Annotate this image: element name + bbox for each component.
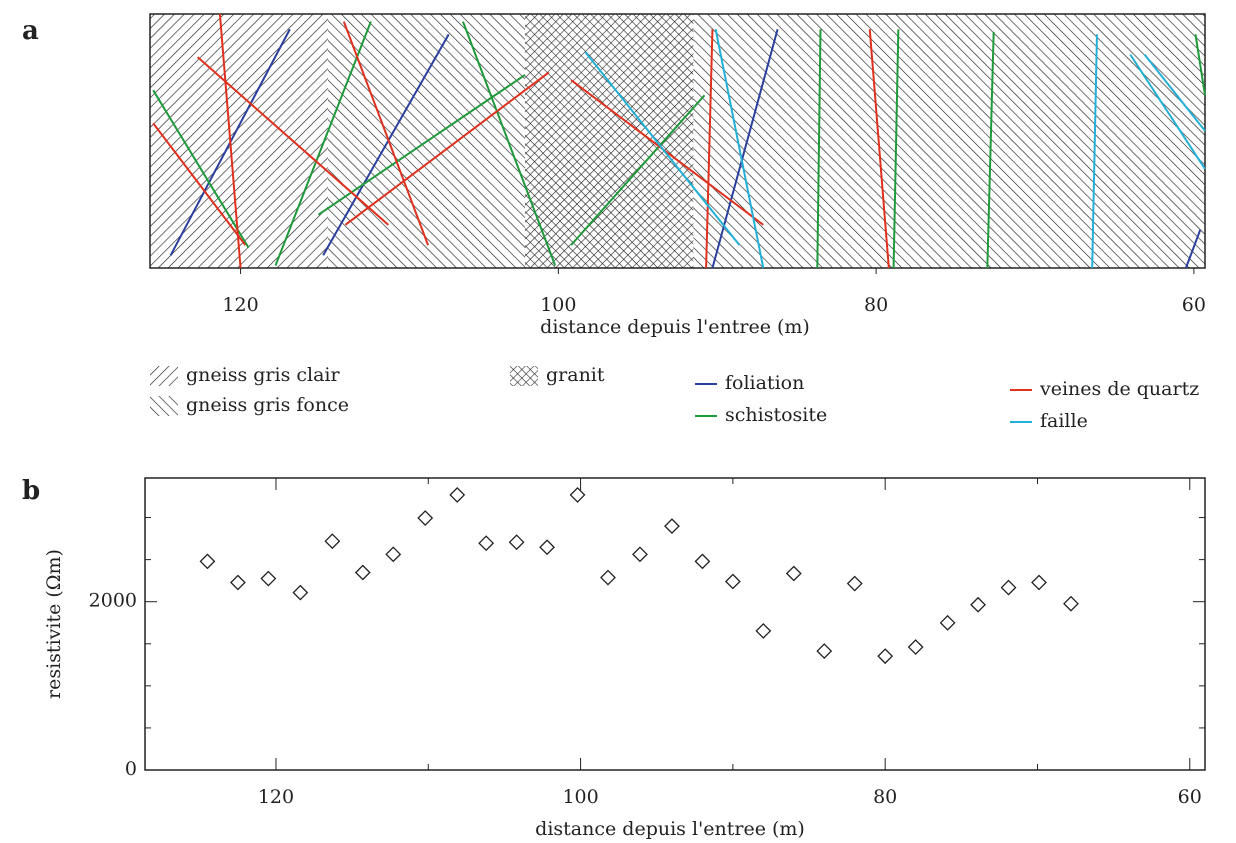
point: [1031, 574, 1047, 591]
point: [907, 639, 924, 655]
x-tick-label: 120: [258, 786, 294, 808]
legend-swatch: [150, 366, 178, 386]
frame: [149, 13, 1206, 269]
legend-label: faille: [1040, 410, 1088, 432]
structure-line: [1143, 54, 1206, 132]
point: [260, 570, 277, 587]
structure-line: [892, 29, 900, 269]
frame: [144, 477, 1206, 771]
x-tick-label: 60: [1182, 294, 1206, 316]
point: [478, 535, 495, 552]
y-axis-label: resistivite (Ωm): [43, 549, 65, 699]
legend-swatch: [150, 396, 178, 416]
point: [664, 518, 680, 535]
point: [229, 574, 246, 591]
legend-label: gneiss gris clair: [186, 364, 340, 386]
y-tick-label: 2000: [89, 590, 137, 612]
point: [449, 486, 466, 503]
point: [199, 553, 216, 570]
x-axis-label: distance depuis l'entree (m): [540, 316, 810, 338]
panel-letter: b: [22, 476, 40, 506]
point: [816, 643, 833, 660]
point: [600, 569, 616, 586]
point: [539, 539, 555, 556]
structure-line: [152, 89, 250, 249]
x-tick-label: 100: [562, 786, 598, 808]
structure-line: [342, 21, 429, 246]
legend-label: foliation: [725, 372, 804, 394]
point: [1000, 579, 1017, 596]
point: [569, 486, 586, 503]
structure-line: [584, 51, 741, 246]
structure-line: [344, 71, 550, 226]
structure-line: [1129, 54, 1206, 170]
point: [970, 596, 986, 613]
structure-line: [274, 21, 372, 266]
structure-line: [322, 33, 450, 256]
zone: [524, 14, 694, 268]
structure-line: [462, 21, 557, 266]
point: [846, 575, 863, 592]
point: [385, 546, 402, 563]
structure-line: [986, 31, 995, 269]
panel-letter: a: [22, 16, 39, 46]
structure-line: [570, 94, 706, 246]
legend-swatch: [510, 366, 538, 386]
x-tick-label: 100: [540, 294, 576, 316]
structure-line: [868, 29, 890, 269]
point: [354, 564, 371, 581]
point: [877, 648, 894, 665]
x-tick-label: 120: [222, 294, 258, 316]
structure-line: [714, 29, 765, 269]
y-tick-label: 0: [125, 758, 137, 780]
point: [417, 510, 434, 526]
structure-line: [1184, 229, 1202, 269]
zone: [150, 14, 328, 268]
point: [1063, 595, 1079, 612]
legend-label: schistosite: [725, 404, 827, 426]
x-tick-label: 80: [864, 294, 888, 316]
x-axis-label: distance depuis l'entree (m): [535, 818, 805, 840]
point: [508, 534, 525, 551]
structure-line: [197, 56, 389, 226]
structure-line: [218, 13, 242, 269]
point: [292, 584, 309, 601]
structure-line: [1091, 34, 1098, 269]
structure-line: [152, 122, 247, 246]
structure-line: [816, 29, 822, 269]
point: [724, 573, 741, 590]
point: [632, 546, 648, 563]
x-tick-label: 80: [873, 786, 897, 808]
legend-label: granit: [546, 364, 605, 386]
point: [755, 622, 772, 639]
structure-line: [1194, 34, 1206, 96]
point: [324, 533, 341, 550]
point: [694, 553, 711, 570]
zone: [693, 14, 1205, 268]
structure-line: [317, 74, 526, 216]
point: [785, 565, 802, 582]
legend-label: gneiss gris fonce: [186, 394, 349, 416]
structure-line: [570, 79, 764, 226]
structure-line: [711, 28, 779, 269]
x-tick-label: 60: [1178, 786, 1202, 808]
point: [939, 614, 956, 631]
structure-line: [705, 29, 714, 269]
legend-label: veines de quartz: [1039, 378, 1199, 400]
